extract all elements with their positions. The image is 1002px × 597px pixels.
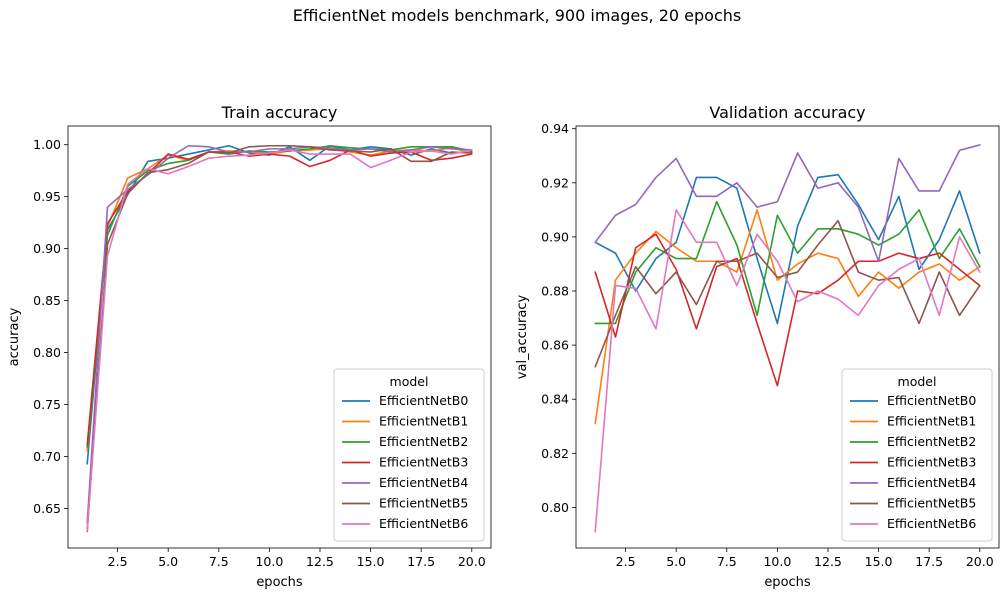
val-y-axis-label: val_accuracy [515, 294, 530, 379]
train-y-tick-label: 1.00 [33, 137, 61, 152]
train-x-tick-label: 7.5 [209, 554, 229, 569]
train-x-tick-label: 10.0 [255, 554, 283, 569]
val-line-efficientnetb1 [594, 209, 981, 425]
val-x-tick-label: 12.5 [814, 554, 842, 569]
train-line-efficientnetb5 [86, 144, 473, 533]
train-axes-frame [67, 125, 492, 549]
train-x-tick-label: 5.0 [158, 554, 178, 569]
val-y-tick-label: 0.94 [541, 121, 569, 136]
train-legend-entry: EfficientNetB4 [379, 475, 468, 490]
val-y-tick-label: 0.90 [541, 229, 569, 244]
train-legend-entry: EfficientNetB3 [379, 455, 468, 470]
val-legend-entry: EfficientNetB1 [887, 414, 976, 429]
val-legend-entry: EfficientNetB6 [887, 516, 976, 531]
val-x-tick-label: 2.5 [616, 554, 636, 569]
val-legend: model EfficientNetB0 EfficientNetB1 Efficie… [841, 368, 993, 542]
train-line-efficientnetb3 [86, 149, 473, 446]
train-y-tick-label: 0.70 [33, 449, 61, 464]
val-line-efficientnetb0 [594, 173, 981, 325]
val-y-tick-label: 0.82 [541, 446, 569, 461]
val-line-efficientnetb4 [594, 144, 981, 263]
train-chart-title: Train accuracy [221, 103, 338, 122]
train-y-axis-label: accuracy [7, 307, 22, 366]
train-legend-entry: EfficientNetB2 [379, 434, 468, 449]
train-y-tick-label: 0.95 [33, 189, 61, 204]
train-legend: model EfficientNetB0 EfficientNetB1 Efficie… [333, 368, 485, 542]
val-x-tick-label: 20.0 [966, 554, 994, 569]
val-x-tick-label: 5.0 [666, 554, 686, 569]
train-x-tick-label: 2.5 [108, 554, 128, 569]
val-x-tick-label: 10.0 [763, 554, 791, 569]
val-line-efficientnetb5 [594, 219, 981, 368]
train-y-tick-label: 0.80 [33, 345, 61, 360]
train-series-group [86, 144, 473, 533]
train-legend-title: model [390, 374, 429, 389]
val-y-tick-label: 0.92 [541, 175, 569, 190]
val-y-tick-label: 0.86 [541, 338, 569, 353]
validation-accuracy-chart: Validation accuracy 2.5 5.0 7.5 10.0 12.5 15.0… [515, 103, 1000, 590]
val-legend-box [841, 368, 993, 542]
val-legend-entry: EfficientNetB4 [887, 475, 976, 490]
val-legend-entry: EfficientNetB3 [887, 455, 976, 470]
val-y-tick-label: 0.80 [541, 500, 569, 515]
val-line-efficientnetb6 [594, 209, 981, 533]
val-x-tick-label: 15.0 [865, 554, 893, 569]
train-legend-entry: EfficientNetB6 [379, 516, 468, 531]
train-legend-entry: EfficientNetB1 [379, 414, 468, 429]
train-y-tick-label: 0.85 [33, 293, 61, 308]
val-legend-title: model [898, 374, 937, 389]
train-x-tick-label: 15.0 [357, 554, 385, 569]
figure-title: EfficientNet models benchmark, 900 image… [293, 6, 741, 25]
val-series-group [594, 144, 981, 533]
train-y-tick-label: 0.65 [33, 501, 61, 516]
val-axes-frame [575, 125, 1000, 549]
val-line-efficientnetb3 [594, 233, 981, 387]
train-accuracy-chart: Train accuracy 2.5 5.0 7.5 10.0 12.5 15.0 17.5 2… [7, 103, 492, 590]
train-line-efficientnetb6 [86, 149, 473, 532]
val-x-tick-label: 17.5 [915, 554, 943, 569]
val-legend-entry: EfficientNetB0 [887, 393, 976, 408]
train-x-tick-label: 17.5 [407, 554, 435, 569]
val-chart-title: Validation accuracy [709, 103, 865, 122]
val-y-tick-label: 0.84 [541, 392, 569, 407]
val-legend-entry: EfficientNetB5 [887, 496, 976, 511]
train-x-axis-label: epochs [256, 575, 303, 590]
val-y-tick-label: 0.88 [541, 284, 569, 299]
train-y-tick-label: 0.75 [33, 397, 61, 412]
train-legend-entry: EfficientNetB0 [379, 393, 468, 408]
val-line-efficientnetb2 [594, 200, 981, 325]
val-x-tick-label: 7.5 [717, 554, 737, 569]
val-legend-entry: EfficientNetB2 [887, 434, 976, 449]
train-x-tick-label: 20.0 [458, 554, 486, 569]
train-y-tick-label: 0.90 [33, 241, 61, 256]
train-x-tick-label: 12.5 [306, 554, 334, 569]
val-x-axis-label: epochs [764, 575, 811, 590]
train-legend-box [333, 368, 485, 542]
train-legend-entry: EfficientNetB5 [379, 496, 468, 511]
